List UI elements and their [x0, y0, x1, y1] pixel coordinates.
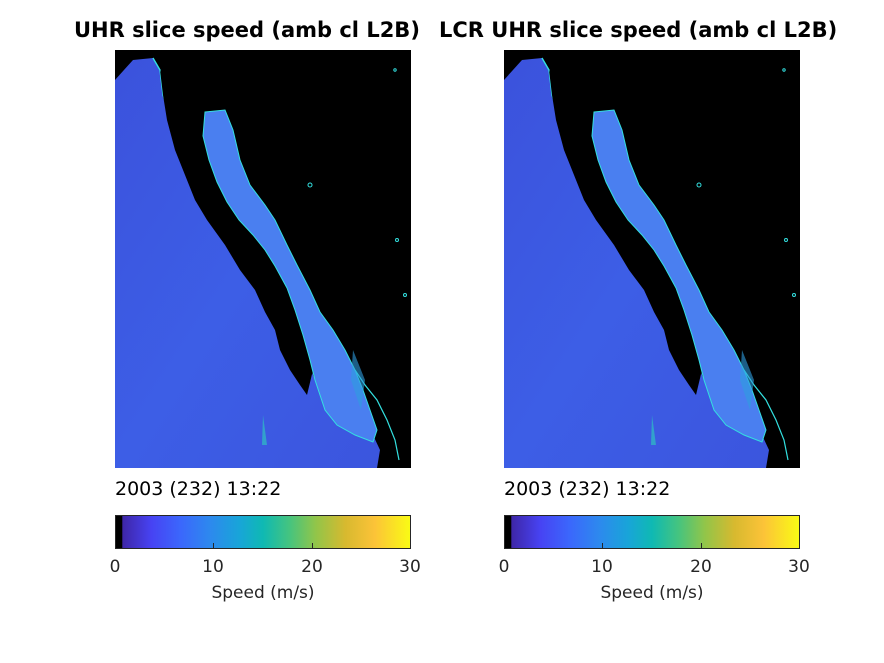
gulf-water [202, 109, 378, 443]
tick-mark [410, 543, 411, 549]
tick-label: 10 [591, 557, 613, 577]
speed-map [504, 50, 800, 468]
tick-mark [312, 543, 313, 549]
map-image [115, 50, 411, 468]
colorbar-tick-labels: 0 10 20 30 [110, 557, 421, 579]
baja-peninsula [549, 70, 702, 395]
high-wind-streak [651, 415, 656, 445]
tick-mark [213, 543, 214, 549]
colorbar-gradient [115, 515, 411, 549]
panel-title: LCR UHR slice speed (amb cl L2B) [439, 18, 838, 42]
map-image [504, 50, 800, 468]
colorbar-label: Speed (m/s) [211, 583, 315, 603]
timestamp: 2003 (232) 13:22 [115, 478, 282, 500]
colorbar [504, 515, 800, 549]
tick-mark [701, 543, 702, 549]
tick-mark [602, 543, 603, 549]
colorbar-ticks [504, 543, 800, 555]
tick-label: 30 [399, 557, 421, 577]
speed-map [115, 50, 411, 468]
panel-uhr: UHR slice speed (amb cl L2B) [72, 0, 421, 663]
timestamp: 2003 (232) 13:22 [504, 478, 671, 500]
tick-label: 20 [690, 557, 712, 577]
panel-lcr-uhr: LCR UHR slice speed (amb cl L2B) [439, 0, 837, 663]
tick-label: 0 [498, 557, 510, 577]
tick-label: 0 [109, 557, 121, 577]
tick-mark [799, 543, 800, 549]
panel-title: UHR slice speed (amb cl L2B) [74, 18, 420, 42]
tick-mark [504, 543, 505, 549]
colorbar [115, 515, 411, 549]
tick-label: 10 [202, 557, 224, 577]
colorbar-gradient [504, 515, 800, 549]
tick-mark [115, 543, 116, 549]
tick-label: 20 [301, 557, 323, 577]
high-wind-streak [262, 415, 267, 445]
tick-label: 30 [788, 557, 810, 577]
baja-peninsula [160, 70, 313, 395]
colorbar-label: Speed (m/s) [600, 583, 704, 603]
colorbar-ticks [115, 543, 411, 555]
gulf-water [591, 109, 767, 443]
colorbar-tick-labels: 0 10 20 30 [499, 557, 810, 579]
